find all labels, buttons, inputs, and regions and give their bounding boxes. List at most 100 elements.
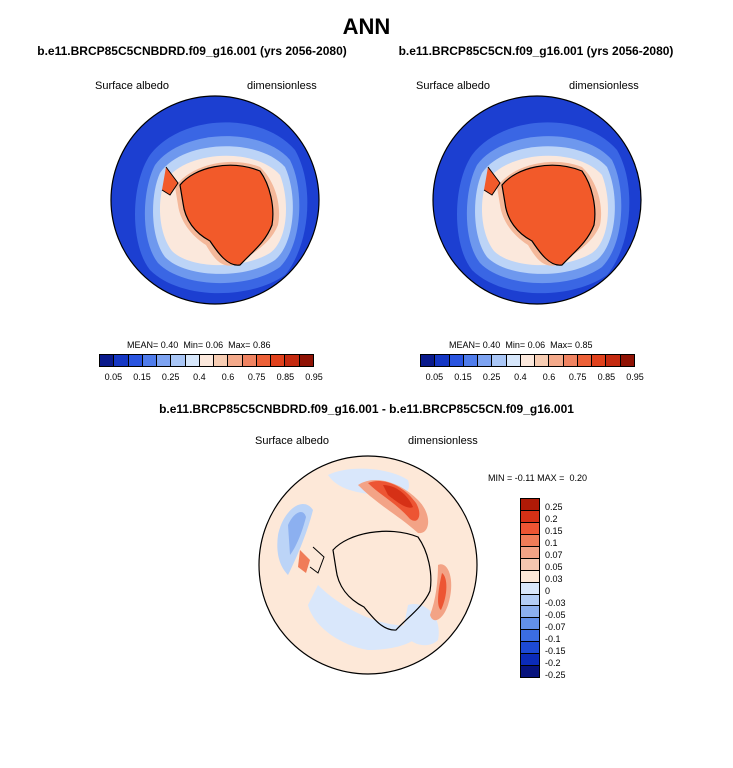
max-value: 0.85 [574, 340, 593, 350]
colorbar-tick-label: 0.75 [247, 372, 266, 382]
colorbar-swatch [285, 355, 300, 366]
diff-colorbar-swatch [521, 499, 539, 511]
diff-colorbar-label: -0.1 [545, 634, 561, 644]
diff-colorbar-swatch [521, 630, 539, 643]
colorbar-swatch [157, 355, 172, 366]
panel-right-colorbar [420, 354, 635, 367]
diff-colorbar [520, 498, 540, 678]
colorbar-tick-label: 0.15 [133, 372, 151, 382]
diff-colorbar-swatch [521, 510, 539, 523]
max-value: 0.86 [252, 340, 271, 350]
colorbar-tick-label: 0.4 [193, 372, 206, 382]
diff-colorbar-swatch [521, 582, 539, 595]
diff-colorbar-swatch [521, 618, 539, 631]
diff-min-value: -0.11 [514, 473, 535, 483]
diff-panel-units: dimensionless [408, 435, 478, 447]
colorbar-tick-label: 0.95 [626, 372, 644, 382]
mean-value: 0.40 [482, 340, 501, 350]
panel-right-map [432, 95, 642, 305]
panel-left-variable: Surface albedo [95, 80, 169, 92]
panel-right-title: b.e11.BRCP85C5CN.f09_g16.001 (yrs 2056-2… [398, 44, 674, 58]
panel-right-units: dimensionless [569, 80, 639, 92]
diff-colorbar-label: 0.07 [545, 550, 563, 560]
panel-right-stats: MEAN= 0.40 Min= 0.06 Max= 0.85 [449, 340, 592, 350]
panel-right-variable: Surface albedo [416, 80, 490, 92]
diff-panel-title: b.e11.BRCP85C5CNBDRD.f09_g16.001 - b.e11… [159, 402, 574, 416]
colorbar-swatch [256, 355, 272, 366]
colorbar-tick-label: 0.6 [221, 372, 235, 382]
diff-colorbar-swatch [521, 522, 539, 535]
colorbar-swatch [478, 355, 493, 366]
colorbar-swatch [620, 355, 634, 366]
diff-colorbar-swatch [521, 606, 539, 619]
diff-colorbar-swatch [521, 570, 539, 583]
panel-left-stats: MEAN= 0.40 Min= 0.06 Max= 0.86 [127, 340, 270, 350]
colorbar-tick-label: 0.6 [542, 372, 556, 382]
max-label: Max= [550, 340, 573, 350]
colorbar-swatch [449, 355, 464, 366]
diff-colorbar-swatch [521, 666, 539, 678]
diff-colorbar-label: -0.03 [545, 598, 566, 608]
colorbar-swatch [520, 355, 536, 366]
diff-colorbar-swatch [521, 546, 539, 559]
colorbar-swatch [535, 355, 550, 366]
main-title: ANN [342, 14, 391, 39]
diff-panel-minmax: MIN = -0.11 MAX = 0.20 [488, 473, 587, 483]
colorbar-swatch [492, 355, 507, 366]
colorbar-tick-label: 0.15 [454, 372, 472, 382]
min-value: 0.06 [527, 340, 546, 350]
diff-colorbar-label: -0.05 [545, 610, 566, 620]
diff-colorbar-labels: 0.25 0.2 0.15 0.1 0.07 0.05 0.03 0 -0.03 -0.05 -0.… [545, 498, 585, 680]
panel-left-units: dimensionless [247, 80, 317, 92]
colorbar-swatch [592, 355, 607, 366]
colorbar-tick-label: 0.05 [104, 372, 123, 382]
diff-colorbar-label: 0.15 [545, 526, 563, 536]
colorbar-swatch [171, 355, 186, 366]
colorbar-swatch [214, 355, 229, 366]
colorbar-swatch [299, 355, 313, 366]
diff-colorbar-label: -0.2 [545, 658, 561, 668]
colorbar-tick-label: 0.4 [514, 372, 527, 382]
colorbar-swatch [199, 355, 215, 366]
colorbar-swatch [185, 355, 200, 366]
diff-min-label: MIN = [488, 473, 513, 483]
mean-label: MEAN= [127, 340, 159, 350]
panel-left-title: b.e11.BRCP85C5CNBDRD.f09_g16.001 (yrs 20… [37, 44, 347, 58]
diff-colorbar-label: 0.2 [545, 514, 558, 524]
min-value: 0.06 [205, 340, 224, 350]
diff-colorbar-label: 0.03 [545, 574, 563, 584]
panel-left-colorbar [99, 354, 314, 367]
diff-colorbar-label: 0.25 [545, 502, 563, 512]
colorbar-tick-label: 0.75 [568, 372, 587, 382]
diff-colorbar-swatch [521, 594, 539, 607]
panel-left-colorbar-labels: 0.05 0.15 0.25 0.4 0.6 0.75 0.85 0.95 [99, 372, 323, 384]
min-label: Min= [183, 340, 204, 350]
colorbar-tick-label: 0.85 [597, 372, 616, 382]
colorbar-swatch [271, 355, 286, 366]
diff-max-value: 0.20 [569, 473, 587, 483]
min-label: Min= [505, 340, 526, 350]
diff-colorbar-label: -0.07 [545, 622, 566, 632]
colorbar-tick-label: 0.95 [305, 372, 323, 382]
colorbar-tick-label: 0.85 [276, 372, 295, 382]
colorbar-swatch [577, 355, 593, 366]
colorbar-swatch [100, 355, 115, 366]
colorbar-tick-label: 0.25 [161, 372, 180, 382]
mean-label: MEAN= [449, 340, 481, 350]
colorbar-swatch [128, 355, 143, 366]
colorbar-swatch [549, 355, 564, 366]
diff-max-label: MAX = [537, 473, 565, 483]
panel-left-map [110, 95, 320, 305]
colorbar-swatch [463, 355, 479, 366]
colorbar-swatch [114, 355, 129, 366]
colorbar-swatch [142, 355, 158, 366]
diff-colorbar-swatch [521, 654, 539, 667]
colorbar-swatch [421, 355, 436, 366]
diff-colorbar-label: -0.25 [545, 670, 566, 680]
max-label: Max= [228, 340, 251, 350]
colorbar-swatch [606, 355, 621, 366]
diff-panel-map [258, 455, 478, 675]
diff-colorbar-label: 0.05 [545, 562, 563, 572]
colorbar-swatch [563, 355, 578, 366]
panel-right-colorbar-labels: 0.05 0.15 0.25 0.4 0.6 0.75 0.85 0.95 [420, 372, 644, 384]
